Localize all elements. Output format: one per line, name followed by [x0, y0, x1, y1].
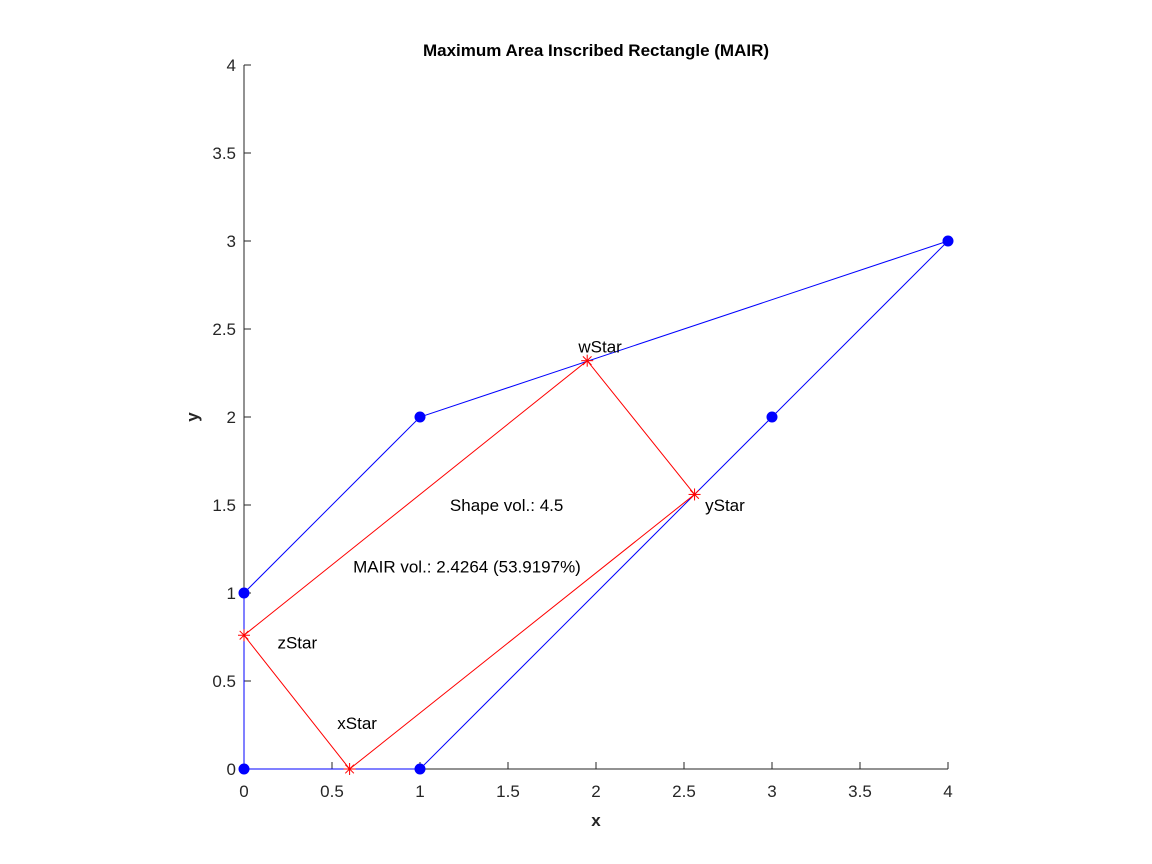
- y-tick-label: 0: [227, 760, 236, 779]
- vertex-marker: [766, 411, 778, 423]
- point-label-wStar: wStar: [577, 338, 622, 357]
- x-tick-label: 1.5: [496, 782, 520, 801]
- point-label-yStar: yStar: [705, 496, 745, 515]
- series-layer: [238, 235, 954, 775]
- chart-title: Maximum Area Inscribed Rectangle (MAIR): [423, 41, 769, 60]
- x-tick-label: 3.5: [848, 782, 872, 801]
- polygon-outline: [243, 240, 949, 770]
- vertex-marker: [414, 411, 426, 423]
- x-tick-label: 1: [415, 782, 424, 801]
- vertex-marker: [238, 587, 250, 599]
- x-tick-label: 2.5: [672, 782, 696, 801]
- point-label-xStar: xStar: [337, 714, 377, 733]
- rectangle-corner-marker: [238, 629, 250, 642]
- rectangle-corner-marker: [581, 354, 594, 367]
- vertex-marker: [942, 235, 954, 247]
- y-tick-label: 2: [227, 408, 236, 427]
- point-label-zStar: zStar: [277, 633, 317, 652]
- vertex-marker: [414, 763, 426, 775]
- y-tick-label: 3: [227, 232, 236, 251]
- asterisk-stroke: [239, 630, 249, 640]
- y-tick-label: 0.5: [212, 672, 236, 691]
- vertex-marker: [238, 763, 250, 775]
- y-tick-label: 3.5: [212, 144, 236, 163]
- mair-volume-annotation: MAIR vol.: 2.4264 (53.9197%): [353, 558, 581, 577]
- rectangle-corner-marker: [343, 763, 356, 775]
- y-tick-label: 1.5: [212, 496, 236, 515]
- axes: 0 0.5 1 1.5 2 2.5 3 3.5 4 0 0.5 1 1.5 2 2.5 3 3.5 4: [212, 56, 952, 801]
- y-tick-label: 4: [227, 56, 236, 75]
- y-tick-label: 1: [227, 584, 236, 603]
- asterisk-stroke: [344, 764, 355, 774]
- asterisk-stroke: [582, 356, 592, 366]
- x-axis-label: x: [591, 811, 601, 830]
- x-tick-label: 2: [591, 782, 600, 801]
- asterisk-stroke: [689, 489, 700, 500]
- x-tick-label: 0.5: [320, 782, 344, 801]
- labels-layer: xStar yStar wStar zStar Shape vol.: 4.5 MAIR …: [277, 338, 745, 734]
- y-tick-label: 2.5: [212, 320, 236, 339]
- rectangle-corner-marker: [688, 488, 701, 501]
- x-tick-label: 4: [943, 782, 952, 801]
- y-axis-label: y: [183, 412, 202, 422]
- x-tick-label: 3: [767, 782, 776, 801]
- x-tick-label: 0: [239, 782, 248, 801]
- shape-volume-annotation: Shape vol.: 4.5: [450, 496, 563, 515]
